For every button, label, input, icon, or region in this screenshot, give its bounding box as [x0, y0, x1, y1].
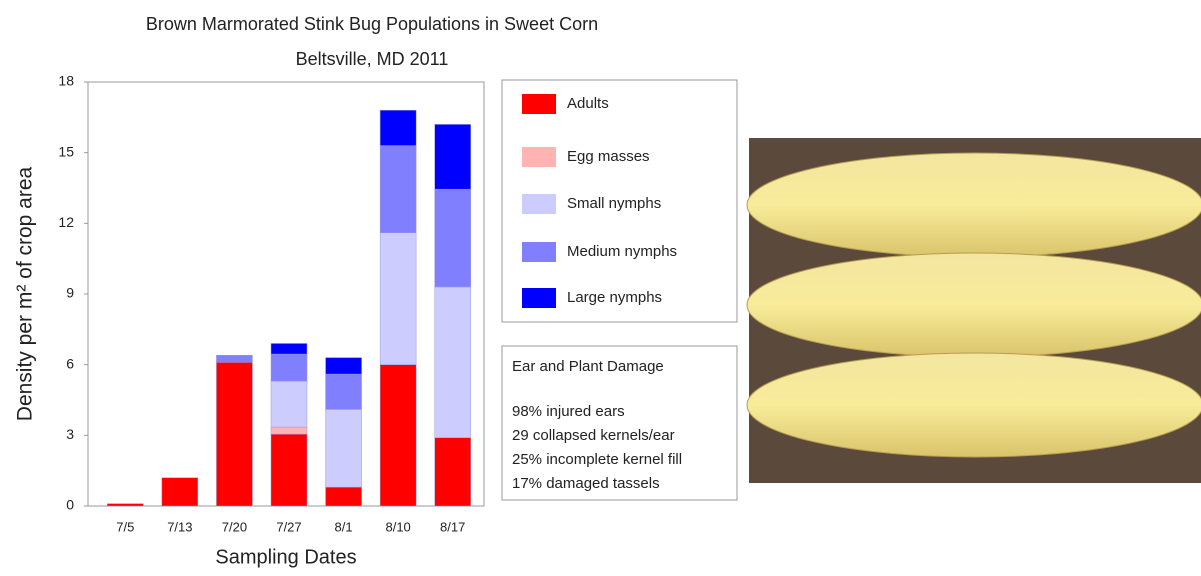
y-tick-label: 15 — [58, 143, 74, 159]
legend-swatch — [522, 288, 556, 308]
legend-label: Small nymphs — [567, 195, 661, 212]
y-tick-label: 9 — [66, 285, 74, 301]
chart-title: Brown Marmorated Stink Bug Populations i… — [146, 14, 598, 34]
x-tick-label: 7/13 — [167, 519, 192, 534]
y-tick-label: 3 — [66, 426, 74, 442]
legend-label: Egg masses — [567, 148, 650, 165]
bar-segment — [270, 343, 308, 355]
bar-segment — [379, 232, 417, 365]
bar-segment — [325, 357, 362, 375]
legend-swatch — [522, 242, 556, 262]
legend-swatch — [522, 94, 556, 114]
bar-segment — [270, 353, 308, 382]
bar-segment — [325, 409, 362, 488]
damage-line: 29 collapsed kernels/ear — [512, 427, 675, 444]
bar-segment — [434, 188, 471, 288]
damage-title: Ear and Plant Damage — [512, 358, 664, 375]
damage-line: 17% damaged tassels — [512, 475, 660, 492]
bar-segment — [379, 364, 417, 507]
corn-photo — [746, 138, 1201, 483]
legend-swatch — [522, 194, 556, 214]
bar-segment — [379, 110, 417, 146]
bar-segment — [270, 426, 308, 435]
x-tick-label: 8/1 — [335, 519, 353, 534]
x-tick-label: 8/10 — [385, 519, 410, 534]
y-tick-label: 0 — [66, 497, 74, 513]
x-axis-title: Sampling Dates — [215, 546, 356, 568]
bar-segment — [107, 503, 144, 507]
legend-swatch — [522, 147, 556, 167]
bar-segment — [434, 286, 471, 438]
legend-label: Adults — [567, 95, 609, 112]
bar-segment — [161, 477, 199, 507]
chart-subtitle: Beltsville, MD 2011 — [296, 49, 449, 69]
x-tick-label: 7/20 — [222, 519, 247, 534]
x-tick-label: 7/27 — [276, 519, 301, 534]
y-axis-title: Density per m² of crop area — [14, 166, 37, 421]
y-tick-label: 12 — [58, 214, 74, 230]
x-tick-label: 7/5 — [116, 519, 134, 534]
damage-line: 25% incomplete kernel fill — [512, 451, 682, 468]
y-tick-label: 18 — [58, 73, 74, 89]
legend-label: Large nymphs — [567, 289, 662, 306]
bar-segment — [325, 486, 362, 507]
bar-segment — [379, 145, 417, 234]
bar-segment — [270, 433, 308, 507]
damage-box — [501, 345, 738, 501]
legend-label: Medium nymphs — [567, 243, 677, 260]
bar-segment — [434, 124, 471, 190]
y-tick-label: 6 — [66, 355, 74, 371]
x-tick-label: 8/17 — [440, 519, 465, 534]
bar-segment — [325, 373, 362, 410]
bar-segment — [270, 380, 308, 428]
damage-line: 98% injured ears — [512, 403, 625, 420]
bar-segment — [216, 362, 253, 507]
bar-segment — [216, 354, 253, 363]
bar-segment — [434, 437, 471, 507]
